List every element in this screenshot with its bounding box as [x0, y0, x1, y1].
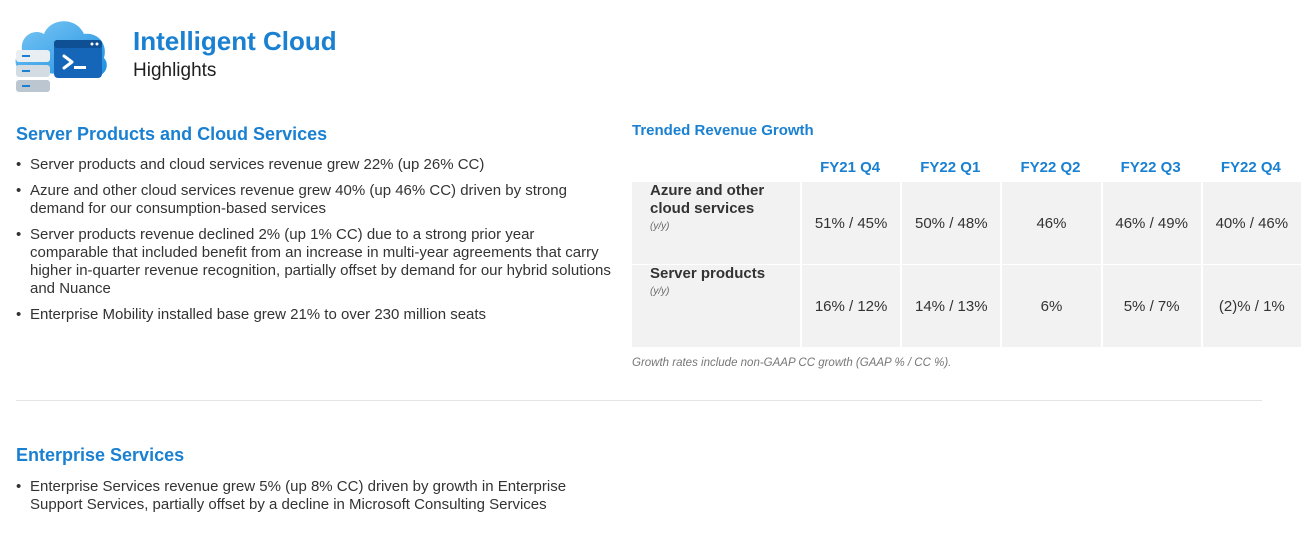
enterprise-bullet-list: Enterprise Services revenue grew 5% (up …	[16, 478, 576, 522]
column-header: FY22 Q3	[1120, 158, 1181, 176]
trend-table-title: Trended Revenue Growth	[632, 122, 814, 139]
table-cell: 16% / 12%	[800, 264, 900, 348]
row-metric-sub: (y/y)	[650, 285, 670, 297]
row-metric-sub: (y/y)	[650, 220, 670, 232]
table-cell: 50% / 48%	[900, 181, 1000, 265]
server-bullet-list: Server products and cloud services reven…	[16, 156, 616, 332]
table-footnote: Growth rates include non-GAAP CC growth …	[632, 357, 952, 369]
row-metric-name: Server products	[650, 264, 766, 282]
table-cell: 46% / 49%	[1100, 181, 1201, 265]
page-title: Intelligent Cloud	[133, 26, 337, 56]
list-item: Enterprise Mobility installed base grew …	[16, 306, 616, 324]
table-cell: 6%	[1000, 264, 1100, 348]
column-header: FY22 Q1	[920, 158, 981, 176]
list-item: Server products revenue declined 2% (up …	[16, 226, 616, 298]
row-label: Server products (y/y)	[632, 265, 800, 348]
page-subtitle: Highlights	[133, 60, 217, 81]
row-metric-name: Azure and other cloud services	[650, 181, 765, 217]
list-item: Azure and other cloud services revenue g…	[16, 182, 616, 218]
table-cell: 51% / 45%	[800, 181, 900, 265]
enterprise-section-heading: Enterprise Services	[16, 445, 185, 465]
table-cell: 14% / 13%	[900, 264, 1000, 348]
row-label: Azure and other cloud services (y/y)	[632, 182, 800, 265]
table-cell: 5% / 7%	[1100, 264, 1201, 348]
list-item: Server products and cloud services reven…	[16, 156, 616, 174]
table-row: Azure and other cloud services (y/y) 51%…	[632, 181, 1301, 265]
intelligent-cloud-logo-icon	[15, 21, 107, 92]
column-header: FY21 Q4	[820, 158, 881, 176]
column-header: FY22 Q4	[1220, 158, 1281, 176]
table-cell: 46%	[1000, 181, 1100, 265]
trend-table: FY21 Q4 FY22 Q1 FY22 Q2 FY22 Q3 FY22 Q4 …	[632, 152, 1301, 348]
section-divider	[16, 400, 1262, 401]
table-row: Server products (y/y) 16% / 12% 14% / 13…	[632, 264, 1301, 348]
column-header: FY22 Q2	[1020, 158, 1081, 176]
table-cell: (2)% / 1%	[1200, 264, 1301, 348]
table-header-row: FY21 Q4 FY22 Q1 FY22 Q2 FY22 Q3 FY22 Q4	[632, 152, 1301, 182]
table-cell: 40% / 46%	[1200, 181, 1301, 265]
list-item: Enterprise Services revenue grew 5% (up …	[16, 478, 576, 514]
server-section-heading: Server Products and Cloud Services	[16, 124, 328, 144]
